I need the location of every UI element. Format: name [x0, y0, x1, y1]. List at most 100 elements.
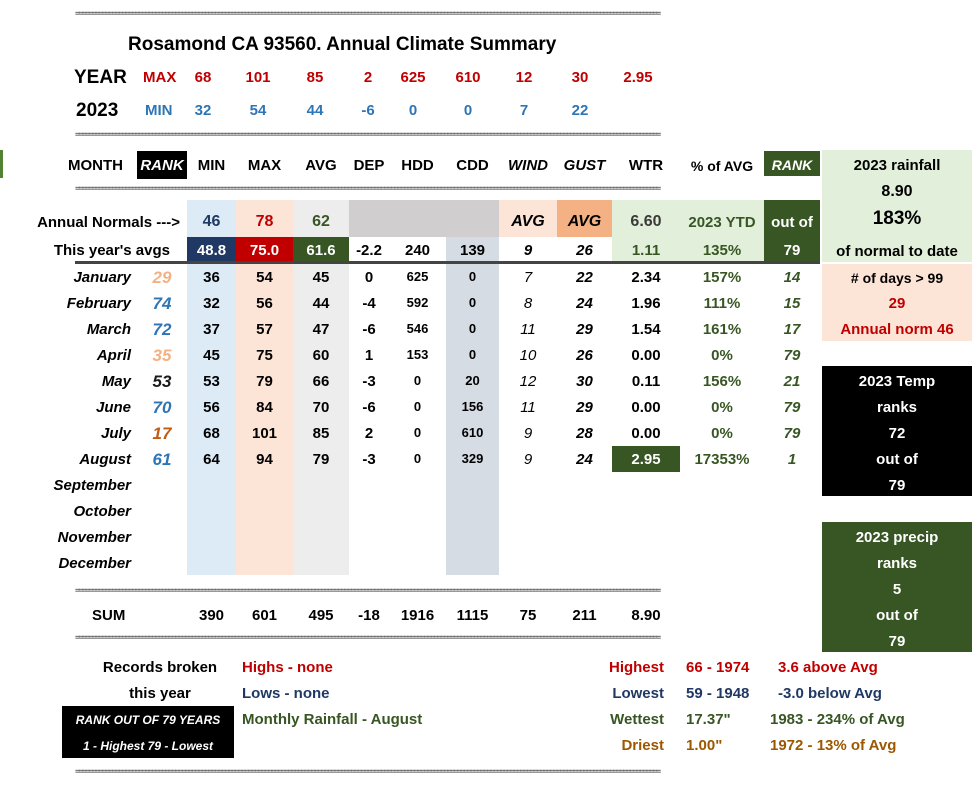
month-name: April: [96, 347, 131, 364]
sum-max: 601: [251, 607, 278, 624]
col-pct: % of AVG: [690, 158, 754, 174]
month-wtr: 0.00: [631, 399, 661, 416]
month-avg: 45: [312, 269, 330, 286]
month-wind: 11: [520, 321, 536, 338]
normals-label: Annual Normals --->: [37, 214, 180, 231]
thisyear-gust: 26: [576, 242, 593, 259]
year-value: 2023: [76, 100, 119, 121]
month-pct: 17353%: [694, 451, 750, 468]
days-panel: [822, 264, 972, 341]
thisyear-pct: 135%: [702, 242, 742, 259]
month-dep: -6: [362, 321, 376, 338]
thisyear-min: 48.8: [196, 242, 227, 259]
col-rank-box: [137, 151, 187, 179]
month-min: 45: [203, 347, 220, 364]
thisyear-max-bg: [236, 237, 293, 262]
month-dep: -6: [362, 399, 376, 416]
month-hdd: 546: [406, 321, 429, 336]
normals-ytd: 2023 YTD: [688, 214, 756, 231]
month-wtr: 0.11: [631, 373, 661, 390]
month-hdd: 592: [406, 295, 429, 310]
col-rank2-box: [764, 151, 820, 176]
month-rank: 17: [152, 424, 172, 443]
col-wind: WIND: [508, 157, 548, 174]
month-dep: 2: [364, 425, 374, 442]
temp-rank-panel: [822, 366, 972, 496]
year-min-value: -6: [361, 102, 375, 119]
month-wtr: 1.54: [631, 321, 661, 338]
separator-sum-bottom: ========================================…: [75, 634, 661, 643]
normals-wind: AVG: [511, 213, 545, 230]
month-min: 37: [203, 321, 220, 338]
days-label: # of days > 99: [850, 270, 944, 286]
month-dep: -3: [362, 373, 376, 390]
thisyear-rank: 79: [783, 242, 801, 259]
precip-rank-panel: [822, 522, 972, 652]
col-hdd: HDD: [401, 157, 434, 174]
month-hdd: 153: [406, 347, 429, 362]
month-wtr: 0.00: [631, 425, 661, 442]
month-cdd: 20: [465, 373, 480, 388]
month-prank: 17: [783, 321, 801, 338]
month-pct: 161%: [702, 321, 742, 338]
year-min-value: 7: [519, 102, 529, 119]
month-wind: 8: [523, 295, 533, 312]
precip-rank-outof: out of: [876, 607, 918, 624]
thisyear-cdd: 139: [459, 242, 486, 259]
temp-rank-ranks: ranks: [876, 399, 918, 416]
rank-legend-line2: 1 - Highest 79 - Lowest: [82, 739, 214, 753]
month-rank: 53: [152, 372, 172, 391]
year-min-value: 32: [194, 102, 212, 119]
sum-cdd: 1115: [456, 607, 489, 624]
thisyear-avg-bg: [293, 237, 349, 262]
thisyear-wtr: 1.11: [631, 242, 661, 259]
wind-normal-bg: [499, 200, 557, 237]
year-min-value: 0: [463, 102, 473, 119]
month-prank: 79: [783, 347, 801, 364]
month-rank: 35: [152, 346, 172, 365]
month-hdd: 0: [413, 425, 422, 440]
precip-rank-title: 2023 precip: [855, 529, 939, 546]
month-wind: 9: [523, 425, 533, 442]
extreme-label: Driest: [621, 737, 664, 754]
year-max-value: 85: [306, 69, 324, 86]
month-name: January: [73, 269, 131, 286]
year-max-value: 2.95: [623, 69, 653, 86]
month-rank: 29: [152, 268, 172, 287]
extreme-value: 59 - 1948: [686, 685, 750, 702]
month-cdd: 610: [461, 425, 484, 440]
month-cdd: 0: [468, 321, 477, 336]
sum-hdd: 1916: [400, 607, 435, 624]
extreme-note: 1972 - 13% of Avg: [770, 737, 897, 754]
month-gust: 26: [576, 347, 593, 364]
rank-legend-box: [62, 706, 234, 758]
annual-norm: Annual norm 46: [840, 321, 954, 338]
month-wind: 11: [520, 399, 536, 416]
month-wind: 9: [523, 451, 533, 468]
normals-gust: AVG: [567, 213, 602, 230]
rainfall-title: 2023 rainfall: [853, 157, 941, 174]
rainfall-panel: [822, 150, 972, 262]
month-avg: 79: [312, 451, 330, 468]
extreme-note: 3.6 above Avg: [778, 659, 878, 676]
col-rank: RANK: [140, 157, 184, 174]
extreme-value: 17.37": [686, 711, 731, 728]
month-avg: 85: [312, 425, 330, 442]
sum-wind: 75: [519, 607, 537, 624]
thisyear-dep: -2.2: [356, 242, 382, 259]
thisyear-min-bg: [187, 237, 236, 262]
col-month: MONTH: [68, 157, 123, 174]
month-avg: 47: [312, 321, 330, 338]
left-edge-marker: [0, 150, 3, 178]
month-max: 79: [256, 373, 273, 390]
month-hdd: 0: [413, 451, 422, 466]
col-dep: DEP: [353, 157, 385, 174]
month-prank: 15: [783, 295, 801, 312]
month-avg: 60: [312, 347, 330, 364]
month-max: 57: [256, 321, 273, 338]
month-cdd: 156: [461, 399, 484, 414]
separator-sum-top: ========================================…: [75, 587, 661, 596]
records-highs: Highs - none: [242, 659, 333, 676]
month-pct: 157%: [702, 269, 742, 286]
month-pct: 0%: [711, 347, 733, 364]
